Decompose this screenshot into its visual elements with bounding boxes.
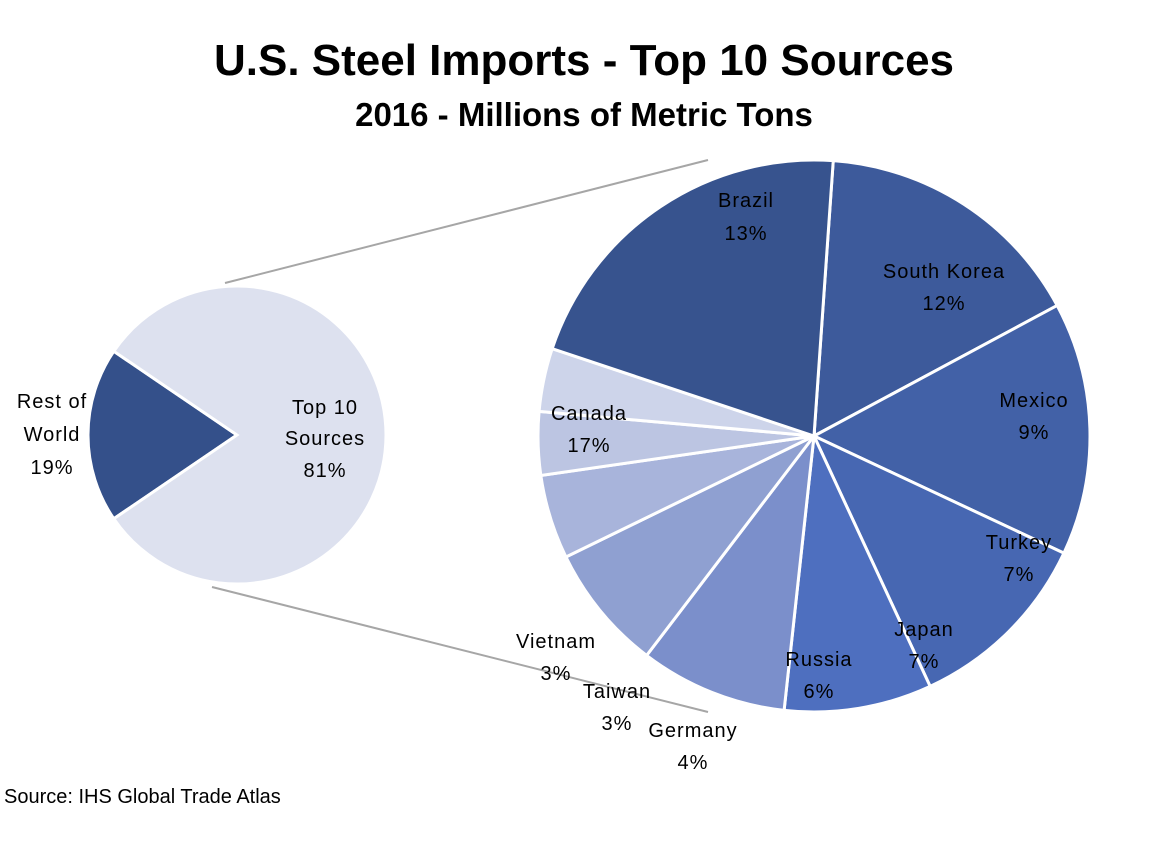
- breakdown-pie: [536, 158, 1092, 714]
- rest-of-world-label-line2: World: [24, 424, 81, 446]
- vietnam-value: 3%: [541, 663, 572, 685]
- south-korea-label: South Korea: [883, 261, 1005, 283]
- slice-south-korea: [810, 303, 1092, 556]
- taiwan-label: Taiwan: [583, 681, 651, 703]
- slice-brazil: [812, 159, 1060, 439]
- slice-japan: [644, 430, 817, 713]
- connector-line-top: [224, 159, 709, 284]
- japan-value: 7%: [909, 651, 940, 673]
- brazil-value: 13%: [724, 223, 767, 245]
- germany-label: Germany: [648, 720, 737, 742]
- slice-top-10-sources: [111, 284, 388, 586]
- brazil-label: Brazil: [718, 190, 774, 212]
- rest-of-world-label-line1: Rest of: [17, 391, 87, 413]
- top10-value: 81%: [303, 460, 346, 482]
- russia-label: Russia: [785, 649, 852, 671]
- slice-russia: [563, 434, 816, 658]
- japan-label: Japan: [894, 619, 954, 641]
- vietnam-label: Vietnam: [516, 631, 596, 653]
- top10-label-line1: Top 10: [292, 397, 358, 419]
- slice-canada: [550, 158, 835, 439]
- canada-value: 17%: [567, 435, 610, 457]
- slice-mexico: [810, 432, 1066, 689]
- taiwan-value: 3%: [602, 713, 633, 735]
- top10-label-line2: Sources: [285, 428, 365, 450]
- rest-of-world-value: 19%: [30, 457, 73, 479]
- chart-subtitle: 2016 - Millions of Metric Tons: [355, 96, 813, 133]
- slice-rest-of-world: [86, 349, 240, 521]
- russia-value: 6%: [804, 681, 835, 703]
- source-note: Source: IHS Global Trade Atlas: [4, 786, 281, 808]
- south-korea-value: 12%: [922, 293, 965, 315]
- connector-line-bottom: [211, 586, 709, 713]
- chart-title: U.S. Steel Imports - Top 10 Sources: [213, 36, 955, 85]
- turkey-value: 7%: [1004, 564, 1035, 586]
- turkey-label: Turkey: [986, 532, 1052, 554]
- canada-label: Canada: [551, 403, 627, 425]
- mexico-value: 9%: [1019, 422, 1050, 444]
- mexico-label: Mexico: [999, 390, 1068, 412]
- germany-value: 4%: [678, 752, 709, 774]
- overview-pie: [86, 284, 388, 586]
- slice-turkey: [782, 430, 933, 714]
